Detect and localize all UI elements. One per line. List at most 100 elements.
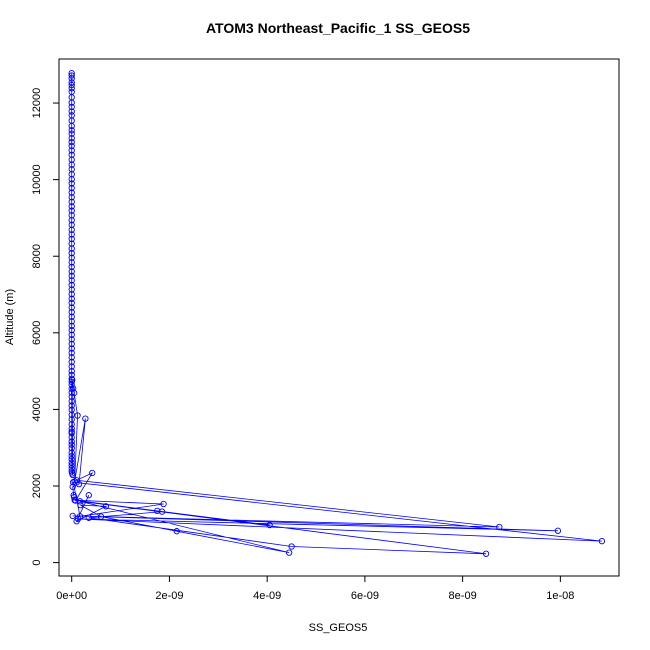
data-point	[69, 512, 76, 520]
data-point	[70, 479, 77, 486]
data-point	[68, 286, 75, 293]
data-point	[68, 358, 75, 366]
data-point	[68, 259, 75, 266]
data-point	[173, 528, 180, 535]
y-tick-label: 0	[31, 560, 43, 566]
data-point	[77, 502, 84, 509]
data-point	[68, 217, 75, 224]
data-point	[68, 272, 75, 279]
data-point	[482, 550, 490, 557]
data-point	[68, 336, 75, 343]
data-point	[68, 452, 75, 460]
data-point	[68, 389, 75, 396]
data-point	[158, 508, 166, 515]
data-point	[554, 527, 562, 534]
data-point	[68, 198, 75, 205]
data-point	[68, 340, 75, 348]
data-point	[68, 290, 75, 298]
data-point	[68, 203, 75, 210]
data-point	[68, 207, 75, 214]
data-point	[68, 127, 75, 134]
data-point	[68, 135, 75, 142]
data-point	[68, 421, 75, 428]
data-point	[68, 108, 75, 115]
data-point	[68, 99, 75, 106]
series-points	[68, 70, 606, 557]
data-point	[68, 322, 75, 330]
data-point	[70, 385, 77, 392]
data-point	[598, 538, 606, 545]
data-point	[68, 308, 75, 316]
data-point	[68, 138, 75, 146]
data-point	[288, 543, 295, 550]
data-point	[68, 354, 75, 361]
data-point	[286, 549, 293, 556]
data-point	[68, 281, 75, 289]
data-point	[68, 184, 75, 192]
plot-frame	[58, 58, 620, 577]
data-point	[76, 513, 84, 520]
data-point	[68, 430, 75, 437]
data-point	[70, 389, 78, 397]
x-axis: 0e+00 2e-09 4e-09 6e-09 8e-09 1e-08	[56, 575, 574, 602]
y-tick-label: 6000	[31, 321, 43, 345]
data-point	[68, 331, 75, 338]
x-tick-label: 1e-08	[546, 590, 574, 602]
data-point	[68, 299, 75, 307]
data-point	[68, 245, 75, 252]
x-tick-label: 4e-09	[253, 590, 281, 602]
data-point	[68, 318, 75, 325]
data-point	[68, 180, 75, 187]
data-point	[68, 304, 75, 311]
data-point	[266, 521, 273, 529]
y-tick-label: 12000	[31, 88, 43, 119]
data-point	[68, 194, 75, 201]
data-point	[68, 345, 75, 352]
data-point	[102, 503, 110, 510]
x-tick-label: 6e-09	[351, 590, 379, 602]
data-point	[496, 523, 503, 531]
data-point	[68, 402, 75, 409]
data-point	[68, 268, 75, 275]
data-point	[68, 326, 75, 334]
data-point	[68, 189, 75, 196]
data-point	[68, 263, 75, 271]
data-point	[68, 295, 75, 302]
data-point	[68, 349, 75, 356]
data-point	[68, 434, 75, 441]
data-point	[68, 367, 75, 375]
data-point	[70, 493, 78, 501]
data-point	[68, 235, 75, 243]
data-point	[68, 456, 75, 463]
data-point	[68, 226, 75, 233]
data-point	[68, 122, 75, 130]
data-point	[68, 250, 75, 257]
data-point	[68, 81, 75, 89]
series-line-path	[71, 73, 602, 555]
data-point	[69, 376, 76, 384]
data-point	[82, 415, 89, 422]
data-point	[68, 411, 75, 418]
chart-title: ATOM3 Northeast_Pacific_1 SS_GEOS5	[206, 20, 470, 36]
data-point	[68, 84, 75, 92]
data-point	[68, 425, 75, 432]
data-point	[76, 498, 84, 505]
x-tick-label: 0e+00	[56, 590, 87, 602]
data-point	[68, 462, 75, 469]
data-point	[68, 130, 75, 137]
y-tick-label: 8000	[31, 244, 43, 268]
data-point	[68, 449, 75, 456]
y-axis: 0 2000 4000 6000 8000 10000 12000	[31, 88, 60, 566]
data-point	[68, 161, 75, 168]
x-axis-label: SS_GEOS5	[309, 622, 368, 634]
data-point	[68, 441, 75, 448]
data-point	[97, 513, 105, 520]
data-point	[68, 398, 75, 405]
data-point	[69, 471, 76, 479]
data-point	[68, 363, 75, 370]
data-point	[85, 514, 92, 521]
y-axis-label: Altitude (m)	[4, 289, 16, 345]
data-point	[85, 492, 92, 499]
data-point	[73, 477, 80, 484]
